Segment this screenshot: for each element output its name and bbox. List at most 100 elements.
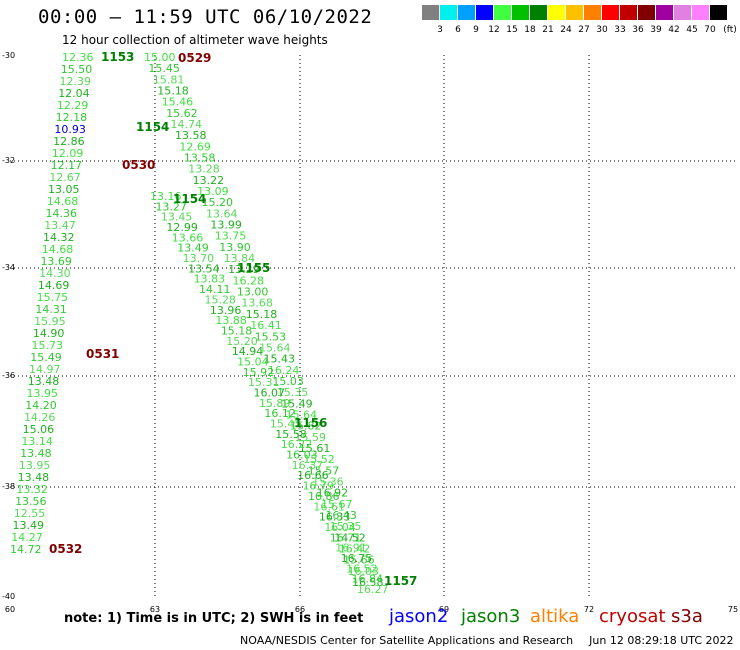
wave-height-value: 12.18 — [56, 111, 88, 124]
wave-height-value: 14.90 — [33, 327, 65, 340]
wave-height-value: 15.92 — [243, 366, 275, 379]
wave-height-value: 14.68 — [47, 195, 79, 208]
wave-height-value: 13.99 — [210, 219, 242, 232]
wave-height-value: 13.95 — [26, 387, 58, 400]
wave-height-value: 15.64 — [286, 408, 318, 421]
pass-time-label: 0529 — [178, 51, 211, 65]
pass-time-label: 1154 — [173, 192, 206, 206]
legend-label: 21 — [542, 25, 554, 35]
legend-swatch — [584, 5, 601, 20]
legend-swatch — [422, 5, 439, 20]
wave-height-value: 15.18 — [157, 85, 189, 98]
wave-height-value: 14.31 — [35, 303, 67, 316]
y-tick-label: -40 — [2, 592, 15, 601]
wave-height-value: 16.71 — [330, 531, 362, 544]
page-title: 00:00 – 11:59 UTC 06/10/2022 — [38, 6, 373, 28]
wave-height-value: 13.95 — [19, 459, 51, 472]
wave-height-value: 15.35 — [277, 386, 309, 399]
legend-label: 30 — [596, 25, 608, 35]
x-tick-label: 69 — [439, 605, 449, 614]
wave-height-value: 16.12 — [264, 407, 296, 420]
legend-swatch — [674, 5, 691, 20]
wave-height-value: 16.52 — [346, 562, 378, 575]
wave-height-value: 16.43 — [325, 509, 357, 522]
wave-height-value: 13.88 — [215, 314, 247, 327]
legend-label: 9 — [473, 25, 479, 35]
wave-height-value: 14.11 — [199, 283, 231, 296]
legend-swatch — [638, 5, 655, 20]
satellite-name-cryosat: cryosat — [599, 606, 666, 627]
legend-label: 70 — [704, 25, 716, 35]
wave-height-value: 15.89 — [259, 397, 291, 410]
wave-height-value: 16.07 — [254, 387, 286, 400]
wave-height-value: 14.32 — [43, 231, 75, 244]
satellite-name-jason2: jason2 — [389, 606, 449, 627]
wave-height-value: 15.73 — [32, 339, 63, 352]
wave-height-value: 12.99 — [166, 221, 198, 234]
satellite-name-s3a: s3a — [671, 606, 703, 627]
page-subtitle: 12 hour collection of altimeter wave hei… — [62, 33, 328, 47]
wave-height-value: 16.91 — [335, 542, 367, 555]
wave-height-value: 16.22 — [281, 438, 313, 451]
wave-height-value: 13.69 — [40, 255, 72, 268]
wave-height-value: 15.46 — [162, 96, 194, 109]
wave-height-value: 16.33 — [319, 511, 351, 524]
wave-height-value: 15.82 — [290, 420, 322, 433]
satellite-name-altika: altika — [530, 606, 580, 627]
legend-label: 42 — [668, 25, 680, 35]
wave-height-value: 12.04 — [58, 87, 90, 100]
legend-swatch — [530, 5, 547, 20]
legend-swatch — [440, 5, 457, 20]
legend-swatch — [494, 5, 511, 20]
pass-labels: 0529 0530 0531 0532 1153 1154 1154 1155 1156 1157 — [49, 50, 417, 588]
wave-height-value: 16.66 — [297, 469, 329, 482]
wave-height-value: 13.48 — [18, 471, 50, 484]
x-tick-label: 66 — [295, 605, 305, 614]
legend-swatch — [602, 5, 619, 20]
wave-height-value: 13.84 — [224, 252, 256, 265]
wave-height-value: 13.22 — [193, 174, 225, 187]
legend-label: 15 — [506, 25, 518, 35]
wave-height-value: 13.56 — [15, 495, 47, 508]
wave-height-value: 12.86 — [53, 135, 84, 148]
wave-height-value: 13.90 — [219, 241, 251, 254]
legend-swatch — [512, 5, 529, 20]
wave-height-value: 13.48 — [20, 447, 51, 460]
legend-label: 18 — [524, 25, 536, 35]
wave-height-value: 13.49 — [177, 242, 209, 255]
wave-height-value: 13.68 — [241, 297, 272, 310]
pass-time-label: 0531 — [86, 347, 119, 361]
legend-swatch — [548, 5, 565, 20]
wave-height-value: 15.06 — [23, 423, 55, 436]
wave-height-value: 14.97 — [29, 363, 61, 376]
altimeter-tracks: 12.3615.5012.3912.0412.2912.1810.9312.86… — [10, 51, 389, 596]
legend-label: 3 — [437, 25, 443, 35]
legend-label: 6 — [455, 25, 461, 35]
wave-height-value: 14.20 — [25, 399, 57, 412]
wave-height-value: 12.67 — [49, 171, 81, 184]
pass-time-label: 1153 — [101, 50, 134, 64]
wave-height-value: 12.36 — [62, 51, 94, 64]
x-tick-label: 63 — [150, 605, 160, 614]
wave-height-value: 13.58 — [184, 152, 216, 165]
wave-height-value: 15.18 — [221, 324, 253, 337]
wave-height-value: 16.37 — [292, 459, 324, 472]
wave-height-value: 13.14 — [21, 435, 53, 448]
footer-note: note: 1) Time is in UTC; 2) SWH is in fe… — [64, 611, 364, 626]
wave-height-value: 15.58 — [275, 428, 307, 441]
x-tick-label: 75 — [728, 605, 738, 614]
wave-height-value: 13.00 — [237, 286, 268, 299]
wave-height-value: 15.67 — [321, 498, 353, 511]
wave-height-value: 14.69 — [38, 279, 69, 292]
wave-height-value: 13.29 — [228, 263, 260, 276]
wave-height-value: 15.61 — [299, 442, 331, 455]
wave-height-value: 14.30 — [39, 267, 71, 280]
y-tick-label: -34 — [2, 263, 15, 272]
legend-swatch — [692, 5, 709, 20]
legend-label: 39 — [650, 25, 662, 35]
wave-height-value: 16.03 — [348, 565, 380, 578]
wave-height-value: 13.45 — [161, 211, 193, 224]
wave-height-value: 12.17 — [51, 159, 83, 172]
wave-height-value: 12.39 — [59, 75, 90, 88]
wave-height-value: 16.75 — [341, 552, 373, 565]
